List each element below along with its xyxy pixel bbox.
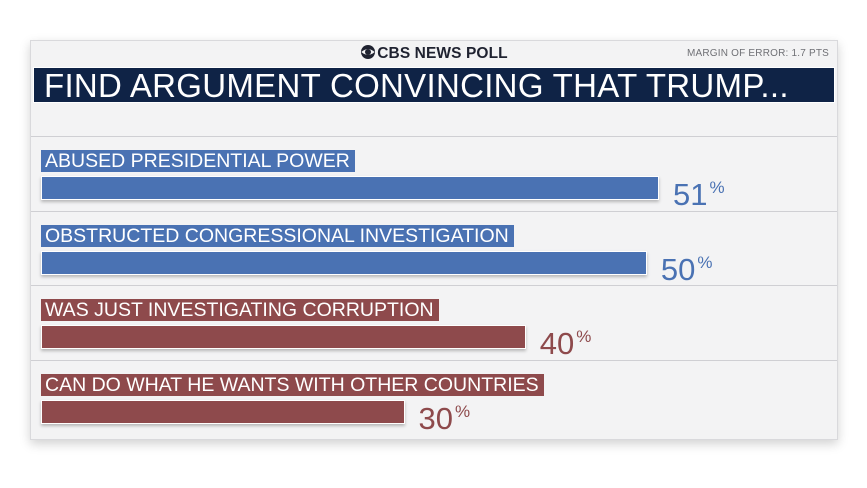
percent-sign: % <box>709 178 725 197</box>
brand-text: CBS NEWS POLL <box>377 45 508 62</box>
value-number: 40 <box>539 326 575 361</box>
cbs-eye-icon <box>360 44 376 65</box>
bar-value-label: 51% <box>673 171 725 212</box>
percent-sign: % <box>455 401 471 421</box>
bar-label: ABUSED PRESIDENTIAL POWER <box>41 150 355 172</box>
percent-sign: % <box>576 327 592 346</box>
cbs-news-poll-brand: CBS NEWS POLL <box>31 44 837 65</box>
bar-label: WAS JUST INVESTIGATING CORRUPTION <box>41 299 439 321</box>
bar-value-label: 50% <box>661 246 713 286</box>
value-number: 30 <box>418 400 453 436</box>
poll-card: CBS NEWS POLL MARGIN OF ERROR: 1.7 PTS F… <box>30 40 838 440</box>
row-separator <box>31 285 837 286</box>
row-separator <box>31 210 837 212</box>
chart-title: FIND ARGUMENT CONVINCING THAT TRUMP... <box>33 67 835 103</box>
bar <box>41 250 647 275</box>
bar-label: OBSTRUCTED CONGRESSIONAL INVESTIGATION <box>41 224 514 247</box>
margin-of-error: MARGIN OF ERROR: 1.7 PTS <box>686 48 829 59</box>
bar <box>41 325 526 349</box>
value-number: 50 <box>660 251 696 287</box>
row-separator <box>31 136 837 137</box>
bar-value-label: 40% <box>540 320 592 361</box>
bar-label: CAN DO WHAT HE WANTS WITH OTHER COUNTRIE… <box>41 373 544 396</box>
percent-sign: % <box>697 252 713 272</box>
row-separator <box>31 359 837 361</box>
bar <box>41 399 405 424</box>
value-number: 51 <box>673 177 708 212</box>
bar-value-label: 30% <box>419 395 471 435</box>
bar <box>41 176 659 200</box>
